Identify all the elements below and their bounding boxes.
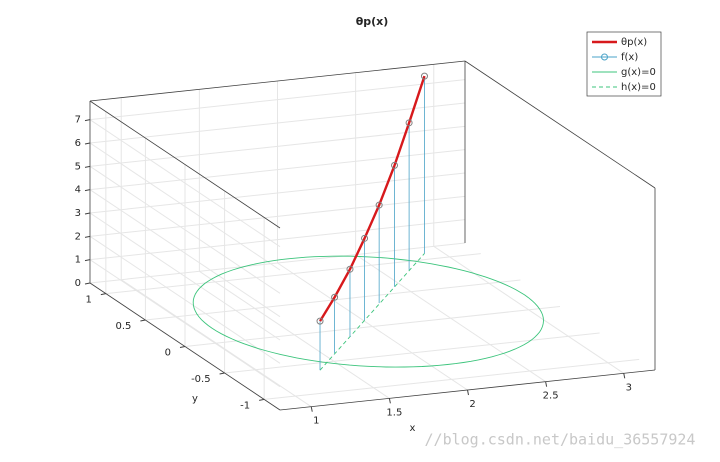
x-tick-label: 2 [469,399,475,410]
x-tick-label: 2.5 [543,391,559,402]
x-tick-label: 1 [313,416,319,427]
x-tick [545,381,548,387]
grid-line [89,212,281,341]
y-axis-label: y [192,394,198,405]
z-tick [84,142,91,145]
grid-line [89,119,281,248]
stem-marker [420,72,428,80]
stem-marker [316,317,324,325]
y-tick [219,372,225,375]
stem-marker [361,234,369,242]
y-tick-label: 0 [165,348,171,359]
y-tick-label: -1 [240,400,250,411]
stem-marker [331,293,339,301]
z-tick-label: 1 [75,255,81,266]
x-tick-label: 3 [626,382,632,393]
z-tick [84,165,91,168]
z-tick-label: 0 [75,278,81,289]
legend-label: f(x) [621,52,638,63]
grid-line [89,102,466,144]
grid-line [89,165,281,294]
legend-marker [601,53,608,61]
x-axis-label: x [410,423,416,434]
grid-line [89,242,466,284]
axis-box [464,60,656,189]
legend-label: θp(x) [621,37,647,48]
grid-line [89,149,466,191]
grid-line [89,172,466,214]
z-tick [84,212,91,215]
x-tick [388,398,391,404]
stem-marker [405,119,413,127]
constraint-circle [192,255,544,368]
stem-marker [391,161,399,169]
z-tick-label: 5 [75,161,81,172]
z-tick-label: 2 [75,231,81,242]
z-tick-label: 3 [75,208,81,219]
theta-curve [318,75,426,322]
constraint-line [319,253,425,371]
z-tick [84,119,91,122]
grid-line [89,259,281,388]
y-tick [140,319,146,322]
x-tick [623,373,626,379]
y-tick [179,346,186,348]
z-tick-label: 4 [75,185,81,196]
x-tick [310,406,313,412]
z-tick [84,282,91,285]
grid-line [89,189,281,318]
x-tick-label: 1.5 [386,407,402,418]
z-tick [84,189,91,192]
legend-label: g(x)=0 [621,67,656,78]
grid-line [264,358,640,400]
y-tick-label: 0.5 [116,321,132,332]
grid-line [89,235,281,364]
grid-line [224,332,600,374]
stem-marker [346,265,354,273]
legend-label: h(x)=0 [621,82,656,93]
grid-line [89,142,281,271]
z-tick [84,259,91,262]
y-tick-label: 1 [85,295,91,306]
y-tick-label: -0.5 [191,374,211,385]
axis-box [89,100,281,229]
stem-marker [375,201,383,209]
grid-line [184,306,561,347]
z-tick-label: 6 [75,138,81,149]
y-tick [100,293,106,296]
x-tick [467,389,469,396]
watermark: //blog.csdn.net/baidu_36557924 [425,431,696,449]
axis-box [89,60,466,102]
grid-line [89,125,466,167]
z-tick-label: 7 [75,115,81,126]
chart-title: θp(x) [356,15,389,28]
z-tick [84,235,91,238]
grid-line [89,219,466,261]
grid-line [105,253,481,295]
y-tick [259,398,265,401]
grid-line [89,195,466,237]
grid-line [89,79,466,121]
